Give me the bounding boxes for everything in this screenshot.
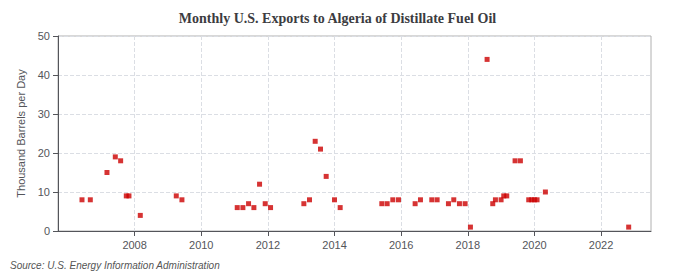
svg-text:20: 20 [38, 147, 50, 159]
svg-text:40: 40 [38, 69, 50, 81]
svg-text:2016: 2016 [389, 239, 413, 251]
svg-text:2012: 2012 [256, 239, 280, 251]
svg-text:2018: 2018 [456, 239, 480, 251]
svg-text:2010: 2010 [189, 239, 213, 251]
svg-text:2022: 2022 [589, 239, 613, 251]
svg-text:2014: 2014 [322, 239, 346, 251]
svg-text:10: 10 [38, 186, 50, 198]
svg-text:Thousand Barrels per Day: Thousand Barrels per Day [15, 69, 27, 198]
svg-text:50: 50 [38, 30, 50, 42]
svg-text:2008: 2008 [122, 239, 146, 251]
svg-text:0: 0 [44, 225, 50, 237]
svg-text:Monthly U.S. Exports to Algeri: Monthly U.S. Exports to Algeria of Disti… [179, 11, 496, 26]
svg-text:30: 30 [38, 108, 50, 120]
svg-text:Source: U.S. Energy Informatio: Source: U.S. Energy Information Administ… [10, 260, 220, 271]
svg-text:2020: 2020 [522, 239, 546, 251]
